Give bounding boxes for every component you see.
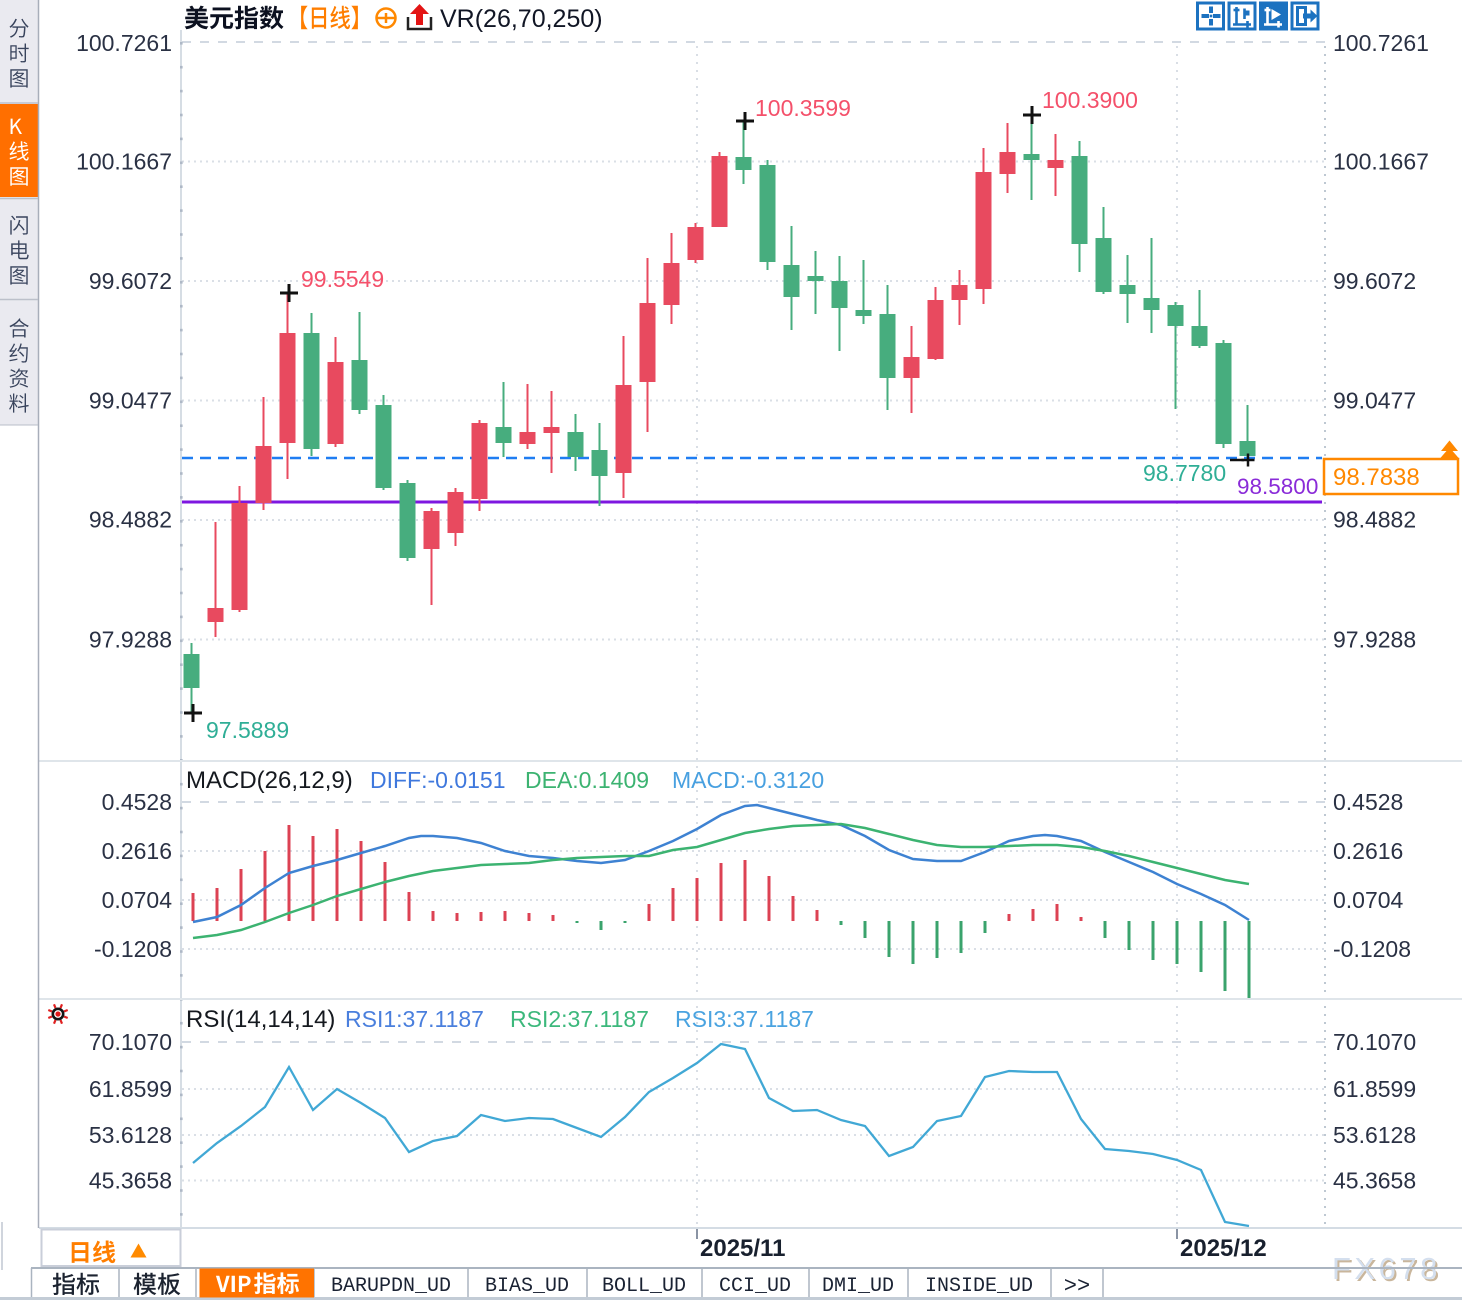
svg-text:97.5889: 97.5889 — [206, 717, 289, 743]
svg-text:FX678: FX678 — [1334, 1253, 1443, 1288]
svg-text:99.5549: 99.5549 — [301, 266, 384, 292]
svg-text:99.6072: 99.6072 — [89, 268, 172, 294]
svg-text:-0.1208: -0.1208 — [94, 936, 172, 962]
svg-text:70.1070: 70.1070 — [1333, 1029, 1416, 1055]
svg-text:0.4528: 0.4528 — [102, 789, 172, 815]
svg-text:100.1667: 100.1667 — [76, 149, 172, 175]
svg-text:BOLL_UD: BOLL_UD — [602, 1275, 686, 1298]
svg-text:53.6128: 53.6128 — [89, 1122, 172, 1148]
svg-text:VR(26,70,250): VR(26,70,250) — [440, 5, 603, 33]
svg-text:0.0704: 0.0704 — [1333, 887, 1404, 913]
svg-text:INSIDE_UD: INSIDE_UD — [925, 1275, 1033, 1298]
svg-text:61.8599: 61.8599 — [1333, 1076, 1416, 1102]
svg-text:100.3900: 100.3900 — [1042, 87, 1138, 113]
svg-text:53.6128: 53.6128 — [1333, 1122, 1416, 1148]
svg-text:RSI1:37.1187: RSI1:37.1187 — [345, 1006, 484, 1032]
svg-text:98.5800: 98.5800 — [1237, 474, 1318, 499]
svg-text:0.2616: 0.2616 — [1333, 838, 1403, 864]
svg-text:2025/11: 2025/11 — [700, 1235, 785, 1262]
svg-text:DEA:0.1409: DEA:0.1409 — [525, 767, 649, 793]
svg-text:MACD:-0.3120: MACD:-0.3120 — [672, 767, 824, 793]
svg-text:45.3658: 45.3658 — [89, 1168, 172, 1194]
svg-text:0.0704: 0.0704 — [102, 887, 173, 913]
svg-text:RSI(14,14,14): RSI(14,14,14) — [186, 1006, 335, 1033]
svg-text:0.4528: 0.4528 — [1333, 789, 1403, 815]
svg-text:BARUPDN_UD: BARUPDN_UD — [331, 1275, 451, 1298]
svg-text:99.6072: 99.6072 — [1333, 268, 1416, 294]
svg-text:>>: >> — [1064, 1274, 1090, 1299]
svg-text:98.7838: 98.7838 — [1333, 464, 1420, 491]
svg-text:BIAS_UD: BIAS_UD — [485, 1275, 569, 1298]
svg-text:100.3599: 100.3599 — [755, 95, 851, 121]
svg-text:MACD(26,12,9): MACD(26,12,9) — [186, 767, 353, 794]
svg-text:2025/12: 2025/12 — [1180, 1235, 1267, 1262]
svg-text:70.1070: 70.1070 — [89, 1029, 172, 1055]
svg-text:RSI2:37.1187: RSI2:37.1187 — [510, 1006, 649, 1032]
svg-text:61.8599: 61.8599 — [89, 1076, 172, 1102]
svg-text:-0.1208: -0.1208 — [1333, 936, 1411, 962]
svg-text:CCI_UD: CCI_UD — [719, 1275, 791, 1298]
svg-text:99.0477: 99.0477 — [1333, 388, 1416, 414]
svg-text:99.0477: 99.0477 — [89, 388, 172, 414]
svg-text:97.9288: 97.9288 — [1333, 627, 1416, 653]
svg-text:100.7261: 100.7261 — [1333, 30, 1429, 56]
svg-text:DMI_UD: DMI_UD — [822, 1275, 894, 1298]
svg-text:100.7261: 100.7261 — [76, 30, 172, 56]
svg-text:98.4882: 98.4882 — [89, 507, 172, 533]
svg-text:97.9288: 97.9288 — [89, 627, 172, 653]
svg-text:100.1667: 100.1667 — [1333, 149, 1429, 175]
svg-text:98.7780: 98.7780 — [1143, 460, 1226, 486]
svg-text:RSI3:37.1187: RSI3:37.1187 — [675, 1006, 814, 1032]
svg-text:DIFF:-0.0151: DIFF:-0.0151 — [370, 767, 506, 793]
svg-text:0.2616: 0.2616 — [102, 838, 172, 864]
svg-text:98.4882: 98.4882 — [1333, 507, 1416, 533]
svg-text:45.3658: 45.3658 — [1333, 1168, 1416, 1194]
